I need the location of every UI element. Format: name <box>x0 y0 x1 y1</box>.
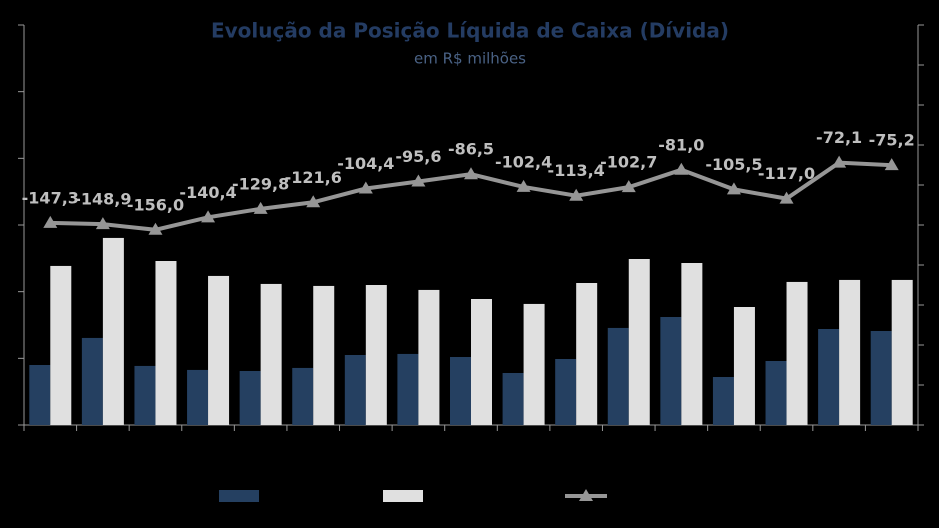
line-marker <box>621 180 636 193</box>
chart-title: Evolução da Posição Líquida de Caixa (Dí… <box>211 19 729 43</box>
bar <box>555 359 577 425</box>
data-label: -75,2 <box>869 131 915 150</box>
bar <box>607 327 629 425</box>
legend-swatch <box>219 490 259 502</box>
bar <box>681 263 703 425</box>
data-label: -129,8 <box>232 174 289 193</box>
bar <box>313 285 335 425</box>
line-marker <box>411 174 426 187</box>
line-marker <box>43 215 58 228</box>
line-marker <box>306 195 321 208</box>
bar <box>81 337 103 425</box>
bar <box>818 329 840 425</box>
line-marker <box>95 217 110 230</box>
bar <box>712 377 734 425</box>
bar <box>576 283 598 425</box>
data-label: -102,7 <box>600 153 657 172</box>
bar <box>187 369 209 425</box>
data-label: -117,0 <box>758 164 815 183</box>
data-label: -104,4 <box>337 154 394 173</box>
line-marker <box>253 201 268 214</box>
bar <box>260 283 282 425</box>
data-label: -86,5 <box>448 140 494 159</box>
line-marker <box>779 191 794 204</box>
line-marker <box>884 158 899 171</box>
bar <box>102 237 124 425</box>
bar <box>502 373 524 425</box>
bar <box>292 367 314 425</box>
line-marker <box>516 179 531 192</box>
data-label: -140,4 <box>179 183 236 202</box>
data-label: -147,3 <box>22 188 79 207</box>
line-marker <box>358 181 373 194</box>
data-label: -72,1 <box>816 128 862 147</box>
data-label: -102,4 <box>495 152 552 171</box>
line-marker <box>201 210 216 223</box>
bar <box>134 365 156 425</box>
bar <box>344 355 366 425</box>
bar <box>29 365 51 425</box>
bar <box>239 371 261 425</box>
line-marker <box>148 222 163 235</box>
bar <box>471 299 492 425</box>
line-marker <box>464 167 478 180</box>
bar <box>450 357 471 425</box>
bar <box>418 289 440 425</box>
chart-subtitle: em R$ milhões <box>414 50 526 68</box>
bar <box>891 279 913 425</box>
data-label: -156,0 <box>127 195 184 214</box>
bar <box>523 303 545 425</box>
data-label: -121,6 <box>285 168 342 187</box>
bar <box>839 279 861 425</box>
bar <box>208 275 230 425</box>
line-marker <box>832 155 847 168</box>
bar <box>786 281 808 425</box>
bar <box>397 353 419 425</box>
line-marker <box>569 188 584 201</box>
bar <box>365 285 387 425</box>
line-marker <box>674 162 689 175</box>
bar <box>628 259 650 425</box>
bar <box>733 307 755 425</box>
legend-swatch <box>579 489 593 501</box>
line-marker <box>726 182 741 195</box>
legend-swatch <box>383 490 423 502</box>
data-label: -81,0 <box>658 135 704 154</box>
data-label: -113,4 <box>548 161 605 180</box>
bar <box>870 331 892 425</box>
bar <box>50 265 72 425</box>
bar <box>155 261 177 425</box>
data-label: -148,9 <box>74 190 131 209</box>
data-label: -95,6 <box>395 147 441 166</box>
data-label: -105,5 <box>705 155 762 174</box>
bar <box>765 361 787 425</box>
bar <box>660 317 682 425</box>
